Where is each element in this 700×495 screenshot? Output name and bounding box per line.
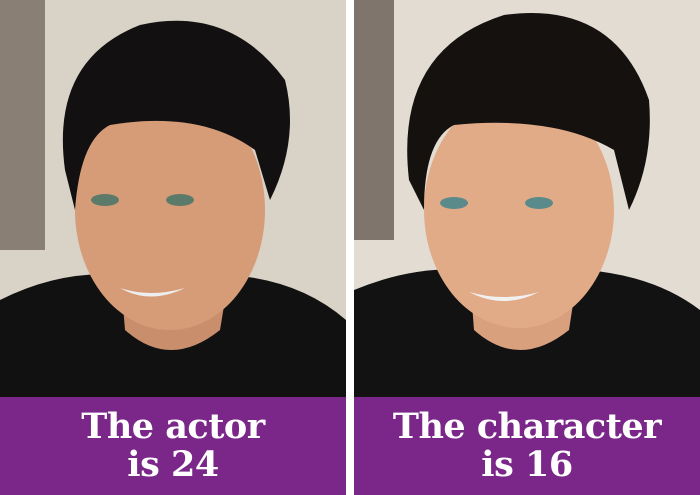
caption-line-2: is 16 xyxy=(481,444,573,485)
caption-line-2: is 24 xyxy=(127,444,219,485)
character-photo xyxy=(354,0,700,397)
actor-photo xyxy=(0,0,346,397)
caption-line-1: The actor xyxy=(81,406,265,447)
panel-character: The character is 16 xyxy=(354,0,700,495)
caption-actor: The actor is 24 xyxy=(0,397,346,495)
caption-character: The character is 16 xyxy=(354,397,700,495)
caption-line-1: The character xyxy=(392,406,662,447)
panel-actor: The actor is 24 xyxy=(0,0,346,495)
